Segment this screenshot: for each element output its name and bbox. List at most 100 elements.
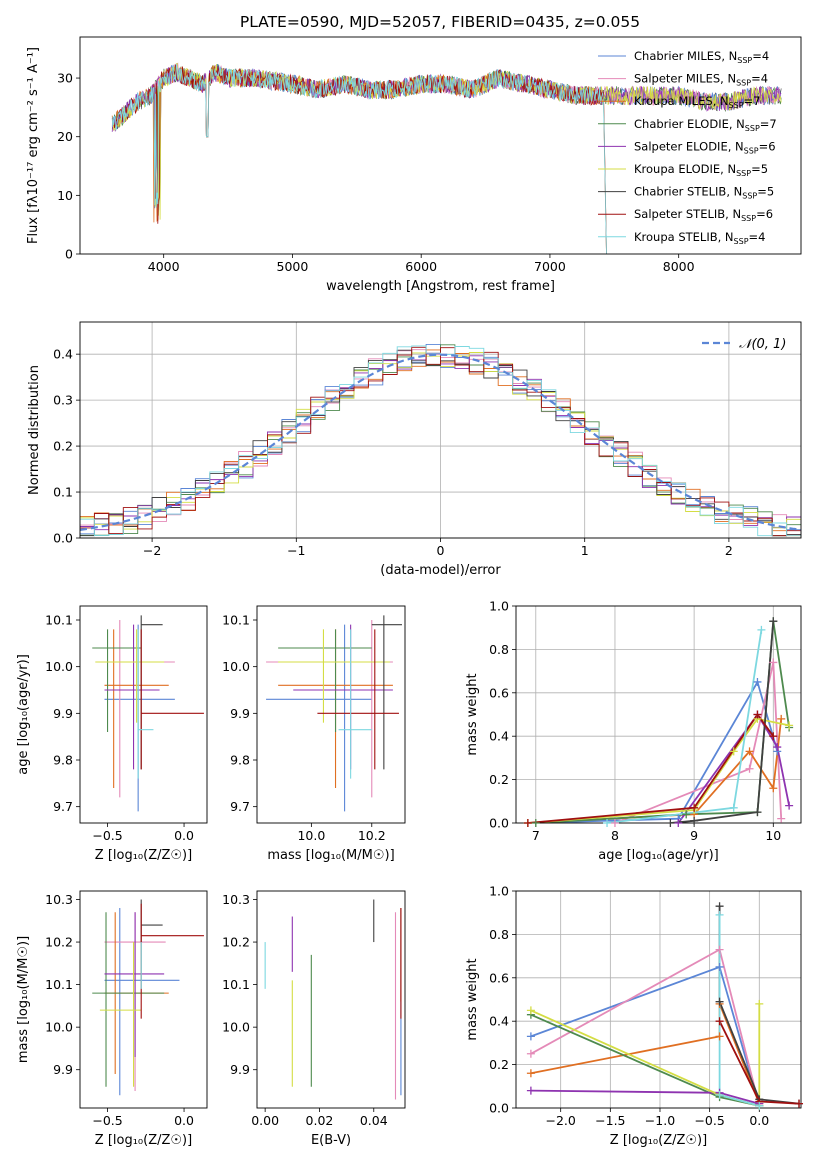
weight-marker-8	[715, 910, 724, 919]
axes-frame	[515, 890, 802, 1109]
axes-frame	[79, 605, 208, 824]
y-axis-label: Normed distribution	[27, 365, 42, 495]
y-axis-label: mass [log₁₀(M/M☉)]	[16, 936, 31, 1063]
weight-marker-2	[715, 1032, 724, 1041]
residual-hist-7	[80, 346, 801, 537]
weight-marker-7	[753, 710, 762, 719]
legend-label-4: Salpeter ELODIE, NSSP=6	[634, 139, 776, 155]
weight-marker-1	[745, 764, 754, 773]
weight-marker-8	[715, 1090, 724, 1099]
x-tick-label: 0.0	[174, 1113, 194, 1128]
x-tick-label: 1	[581, 543, 589, 558]
x-tick-label: 4000	[148, 259, 180, 274]
y-tick-label: 10.1	[45, 977, 73, 992]
legend-label-3: Chabrier ELODIE, NSSP=7	[634, 117, 777, 133]
mass_vs_Z-panel: −0.5 0.0 9.9 10.0 10.1 10.2 10.3 Z [log₁₀(Z/Z☉)…	[16, 890, 208, 1148]
weight-marker-8	[755, 1101, 764, 1110]
spectrum-panel: 4000 5000 6000 7000 8000 0 10 20 30 wavelength [A…	[26, 36, 802, 294]
weight-marker-8	[729, 803, 738, 812]
spectrum-content	[111, 62, 782, 254]
y-tick-label: 0.2	[489, 772, 509, 787]
x-axis-label: Z [log₁₀(Z/Z☉)]	[95, 1133, 192, 1148]
weight-marker-1	[610, 819, 619, 827]
y-tick-label: 9.9	[230, 1062, 250, 1077]
y-axis-label: Flux [fλ10⁻¹⁷ erg cm⁻² s⁻¹ A⁻¹]	[26, 47, 41, 244]
y-tick-label: 0.0	[53, 531, 73, 546]
weight-marker-5	[729, 747, 738, 756]
y-tick-label: 0.0	[489, 816, 509, 831]
x-tick-label: −2.0	[546, 1113, 576, 1128]
weight-marker-6	[715, 902, 724, 911]
weight-marker-7	[690, 803, 699, 812]
weight-marker-6	[769, 617, 778, 626]
weight-marker-8	[757, 625, 766, 634]
weight-marker-2	[526, 1069, 535, 1078]
x-tick-label: 9	[690, 828, 698, 843]
y-tick-label: 10.3	[45, 892, 73, 907]
y-tick-label: 0.6	[489, 685, 509, 700]
weight-line-0	[527, 679, 779, 823]
y-tick-label: 0.8	[489, 642, 509, 657]
y-tick-label: 10.0	[45, 659, 73, 674]
x-tick-label: −2	[143, 543, 161, 558]
weight-marker-6	[753, 808, 762, 817]
y-tick-label: 9.9	[53, 1062, 73, 1077]
weight-marker-2	[777, 714, 786, 723]
weight-line-8	[718, 914, 760, 1107]
y-axis-label: mass weight	[465, 958, 480, 1040]
x-tick-label: 7	[532, 828, 540, 843]
y-axis-label: mass weight	[465, 673, 480, 755]
x-tick-label: 0.02	[306, 1113, 334, 1128]
x-tick-label: 8	[611, 828, 619, 843]
y-tick-label: 0.4	[53, 347, 73, 362]
x-axis-label: Z [log₁₀(Z/Z☉)]	[610, 1133, 707, 1148]
weight_vs_Z-panel: −2.0 −1.5 −1.0 −0.5 0.0 0.0 0.2 0.4 0.6 0.8 1.0 Z […	[465, 884, 804, 1148]
axes-frame	[515, 605, 802, 824]
y-tick-label: 10.1	[222, 613, 250, 628]
y-tick-label: 1.0	[489, 884, 509, 899]
axes-frame	[79, 36, 802, 255]
weight-marker-5	[526, 1006, 535, 1015]
x-tick-label: 5000	[277, 259, 309, 274]
x-tick-label: −0.5	[92, 1113, 122, 1128]
weight-marker-0	[753, 677, 762, 686]
x-tick-label: 0.0	[749, 1113, 769, 1128]
mass_vs_EBV-content	[264, 899, 402, 1100]
x-tick-label: 0	[437, 543, 445, 558]
normal-curve	[80, 353, 801, 531]
weight_vs_age-content	[527, 621, 790, 823]
spectrum-line-7	[111, 64, 607, 254]
y-tick-label: 10.2	[45, 935, 73, 950]
legend-normal-label: 𝒩(0, 1)	[739, 337, 786, 352]
spectrum-line-8	[111, 63, 607, 254]
weight-marker-6	[666, 819, 675, 827]
weight-marker-4	[773, 743, 782, 752]
mass_vs_Z-content	[92, 899, 204, 1096]
y-tick-label: 0.4	[489, 1014, 509, 1029]
age_vs_mass-panel: 10.0 10.2 9.7 9.8 9.9 10.0 10.1 mass [log₁₀(M/M…	[222, 605, 406, 863]
weight-line-1	[530, 948, 761, 1107]
weight-line-1	[614, 662, 783, 823]
y-tick-label: 10.0	[45, 1020, 73, 1035]
legend-label-2: Kroupa MILES, NSSP=7	[634, 94, 760, 110]
x-tick-label: 0.04	[360, 1113, 388, 1128]
y-tick-label: 9.9	[230, 706, 250, 721]
weight-line-0	[530, 965, 761, 1107]
x-axis-label: Z [log₁₀(Z/Z☉)]	[95, 848, 192, 863]
axes-frame	[79, 890, 208, 1109]
x-axis-label: wavelength [Angstrom, rest frame]	[326, 279, 555, 294]
mass_vs_EBV-panel: 0.00 0.02 0.04 9.9 10.0 10.1 10.2 10.3 E(B-V)	[222, 890, 406, 1148]
y-tick-label: 0.2	[53, 439, 73, 454]
weight-marker-0	[715, 962, 724, 971]
y-tick-label: 0.4	[489, 729, 509, 744]
x-axis-label: (data-model)/error	[380, 563, 501, 578]
axes-frame	[256, 605, 406, 824]
y-tick-label: 0.2	[489, 1057, 509, 1072]
weight-marker-6	[690, 816, 699, 825]
age_vs_mass-content	[266, 615, 402, 812]
weight-marker-4	[674, 819, 683, 827]
weight-marker-3	[531, 819, 540, 827]
axes-frame	[256, 890, 406, 1109]
y-tick-label: 9.8	[230, 753, 250, 768]
